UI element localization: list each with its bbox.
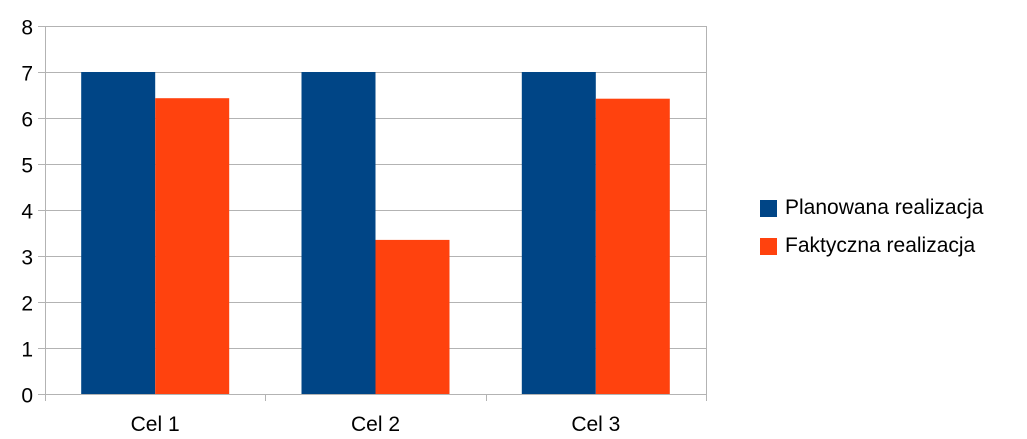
bar-planowana-1 bbox=[81, 72, 156, 394]
legend-label-faktyczna: Faktyczna realizacja bbox=[785, 234, 976, 257]
y-tick-label-3: 3 bbox=[21, 247, 33, 270]
bar-planowana-3 bbox=[521, 72, 596, 394]
y-tick-label-6: 6 bbox=[21, 109, 33, 132]
y-tick-label-2: 2 bbox=[21, 293, 33, 316]
bar-faktyczna-1 bbox=[155, 98, 230, 394]
y-tick-label-7: 7 bbox=[21, 63, 33, 86]
y-tick-label-4: 4 bbox=[21, 201, 33, 224]
legend-item-planowana: Planowana realizacja bbox=[760, 192, 983, 224]
legend-item-faktyczna: Faktyczna realizacja bbox=[760, 230, 983, 262]
y-tick-label-8: 8 bbox=[21, 17, 33, 40]
bar-planowana-2 bbox=[301, 72, 376, 394]
y-tick-label-5: 5 bbox=[21, 155, 33, 178]
bar-faktyczna-3 bbox=[595, 98, 670, 394]
bar-faktyczna-2 bbox=[375, 239, 450, 394]
axes bbox=[38, 26, 707, 401]
y-tick-label-0: 0 bbox=[21, 385, 33, 408]
y-tick-label-1: 1 bbox=[21, 339, 33, 362]
legend: Planowana realizacja Faktyczna realizacj… bbox=[760, 192, 983, 268]
legend-swatch-faktyczna bbox=[760, 237, 777, 255]
x-tick-label-1: Cel 1 bbox=[131, 413, 180, 436]
x-tick-label-3: Cel 3 bbox=[571, 413, 620, 436]
bars bbox=[81, 72, 670, 394]
tick-labels: 0 1 2 3 4 5 6 7 8 Cel 1 Cel 2 Cel 3 bbox=[21, 17, 620, 437]
legend-swatch-planowana bbox=[760, 199, 777, 217]
x-tick-label-2: Cel 2 bbox=[351, 413, 400, 436]
legend-label-planowana: Planowana realizacja bbox=[785, 196, 984, 219]
